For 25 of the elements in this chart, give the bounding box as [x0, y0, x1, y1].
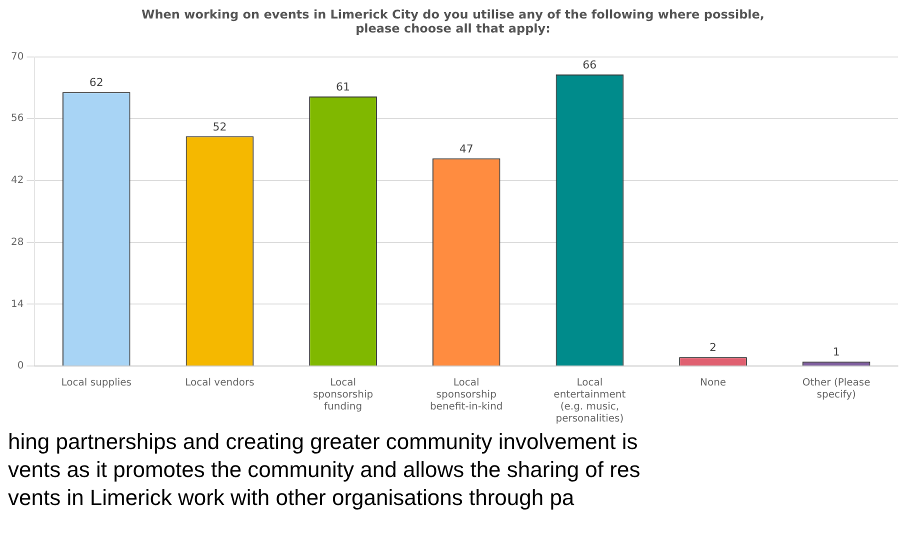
y-tick-label: 0 — [17, 360, 24, 372]
x-tick-label: Local entertainment (e.g. music, personalities) — [554, 378, 626, 425]
data-label: 1 — [832, 346, 840, 359]
x-tick-label: Local supplies — [61, 378, 132, 389]
y-tick-label: 28 — [10, 236, 24, 248]
text: vents in Limerick work with other organisations through pa — [8, 484, 576, 512]
x-tick-label: Local vendors — [185, 378, 254, 389]
text: When working on events in Limerick City do you utilise any of the following where possible, — [142, 7, 764, 22]
y-tick-label: 14 — [10, 298, 24, 310]
x-tick-label: None — [700, 378, 726, 389]
data-label: 62 — [89, 76, 104, 90]
y-tick-label: 42 — [10, 175, 24, 186]
x-tick-label: Local sponsorship funding — [312, 378, 374, 413]
x-tick-label: Local sponsorship benefit-in-kind — [430, 378, 503, 413]
text: vents as it promotes the community and allows the sharing of res — [8, 456, 642, 484]
y-tick-label: 56 — [10, 113, 24, 124]
data-label: 52 — [212, 120, 227, 134]
data-label: 2 — [710, 341, 717, 354]
data-label: 66 — [582, 58, 597, 72]
y-tick-label: 70 — [10, 51, 24, 62]
text: hing partnerships and creating greater community involvement is — [8, 428, 639, 456]
text: please choose all that apply: — [356, 22, 550, 36]
x-tick-label: Other (Please specify) — [802, 378, 870, 401]
data-label: 61 — [336, 80, 350, 94]
data-label: 47 — [459, 142, 474, 156]
